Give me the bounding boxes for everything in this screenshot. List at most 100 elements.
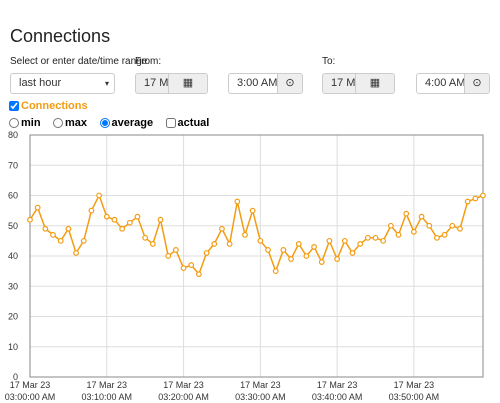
point <box>27 216 33 223</box>
option[interactable]: max <box>53 117 87 129</box>
point <box>80 237 87 244</box>
point <box>387 222 394 229</box>
to-label: To: <box>322 56 336 67</box>
calendar-button[interactable]: ▦ <box>168 74 207 93</box>
y-tick-label: 30 <box>8 281 18 291</box>
point <box>165 253 172 259</box>
to-date[interactable]: 17 Mar 23▦ <box>322 73 395 94</box>
point <box>464 198 471 205</box>
point <box>418 213 425 220</box>
point <box>180 265 187 272</box>
option-label: average <box>111 117 154 129</box>
range-select[interactable]: last hour ▾ <box>10 73 115 94</box>
to-time[interactable]: 4:00 AM ⊙ <box>416 73 490 94</box>
point <box>272 268 279 275</box>
from-label: From: <box>135 56 162 67</box>
point <box>249 207 256 214</box>
x-tick-date: 17 Mar 23 <box>10 380 51 390</box>
radio[interactable] <box>99 118 110 128</box>
point <box>426 222 433 229</box>
point <box>303 253 310 259</box>
checkbox[interactable] <box>165 118 176 128</box>
point <box>364 234 371 241</box>
x-tick-date: 17 Mar 23 <box>163 380 204 390</box>
y-tick-label: 40 <box>8 251 18 261</box>
point <box>234 198 241 205</box>
option[interactable]: min <box>9 117 41 129</box>
point <box>326 237 333 244</box>
point <box>280 247 287 253</box>
point <box>349 250 356 256</box>
y-tick-label: 0 <box>13 372 18 382</box>
from-time[interactable]: 3:00 AM ⊙ <box>228 73 303 94</box>
point <box>172 247 179 253</box>
point <box>211 240 218 247</box>
x-tick-label: 03:30:00 AM <box>235 392 286 402</box>
point <box>403 210 410 217</box>
point <box>257 237 264 244</box>
point <box>295 240 302 247</box>
clock-button[interactable]: ⊙ <box>464 74 489 93</box>
y-tick-label: 20 <box>8 312 18 322</box>
point <box>73 250 79 256</box>
from-time-text: 3:00 AM <box>237 77 278 89</box>
option[interactable]: actual <box>165 117 210 129</box>
point <box>157 216 164 223</box>
point <box>380 237 387 244</box>
point <box>449 222 456 229</box>
point <box>119 225 126 232</box>
point <box>219 225 225 232</box>
x-tick-label: 03:40:00 AM <box>312 392 363 402</box>
clock-button[interactable]: ⊙ <box>277 74 302 93</box>
point <box>410 228 417 235</box>
series-toggle[interactable]: Connections <box>9 100 88 112</box>
point <box>196 271 202 278</box>
range-label: Select or enter date/time range <box>10 56 148 67</box>
point <box>126 219 133 226</box>
point <box>50 231 56 238</box>
point <box>226 240 233 247</box>
from-date-text: 17 Mar 23 <box>144 77 172 89</box>
option-label: actual <box>177 117 210 129</box>
y-tick-label: 70 <box>8 160 18 170</box>
point <box>42 225 49 232</box>
x-tick-label: 03:00:00 AM <box>5 392 56 402</box>
x-tick-date: 17 Mar 23 <box>240 380 281 390</box>
point <box>242 231 248 238</box>
point <box>265 247 271 253</box>
radio[interactable] <box>53 118 64 128</box>
point <box>472 195 479 202</box>
point <box>318 259 325 265</box>
x-tick-date: 17 Mar 23 <box>394 380 435 390</box>
point <box>395 231 402 238</box>
radio[interactable] <box>9 118 19 128</box>
y-tick-label: 80 <box>8 130 18 140</box>
point <box>34 204 41 211</box>
point <box>434 234 440 241</box>
y-tick-label: 50 <box>8 221 18 231</box>
calendar-button[interactable]: ▦ <box>355 74 394 93</box>
from-date[interactable]: 17 Mar 23▦ <box>135 73 208 94</box>
point <box>149 240 156 247</box>
to-date-text: 17 Mar 23 <box>331 77 359 89</box>
page-title: Connections <box>10 26 111 46</box>
point <box>311 244 317 250</box>
x-tick-label: 03:50:00 AM <box>389 392 440 402</box>
x-tick-date: 17 Mar 23 <box>87 380 128 390</box>
point <box>203 250 210 256</box>
option[interactable]: average <box>99 117 154 129</box>
point <box>188 262 195 268</box>
checkbox[interactable] <box>9 101 19 111</box>
point <box>111 216 118 223</box>
to-time-text: 4:00 AM <box>425 77 466 89</box>
y-tick-label: 10 <box>8 342 18 352</box>
point <box>103 213 110 220</box>
options: min max average actual <box>9 115 217 133</box>
range-value: last hour <box>19 77 62 89</box>
point <box>372 234 379 241</box>
point <box>441 231 448 238</box>
y-tick-label: 60 <box>8 191 18 201</box>
point <box>65 225 72 232</box>
point <box>288 256 294 262</box>
